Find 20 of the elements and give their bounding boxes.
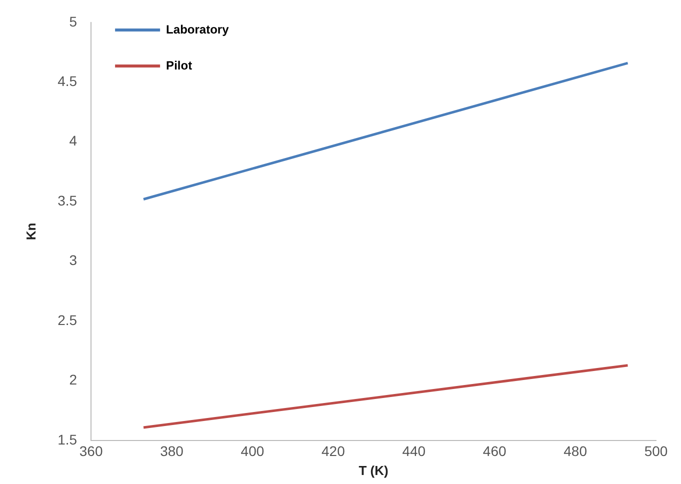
x-tick-label: 420	[322, 442, 346, 459]
y-tick-label: 4	[69, 132, 78, 149]
x-tick-label: 380	[160, 442, 184, 459]
x-tick-label: 360	[79, 442, 103, 459]
y-tick-label: 5	[69, 13, 78, 30]
x-axis-title: T (K)	[358, 462, 388, 478]
x-tick-label: 480	[564, 442, 588, 459]
y-tick-label: 1.5	[58, 431, 78, 448]
y-axis-title: Kn	[23, 222, 38, 240]
y-tick-label: 3	[69, 252, 78, 268]
y-tick-label: 4.5	[58, 73, 78, 89]
x-tick-label: 400	[240, 442, 264, 459]
legend-label: Laboratory	[166, 22, 230, 36]
legend-label: Pilot	[166, 58, 192, 72]
x-tick-label: 440	[402, 442, 426, 459]
x-tick-label: 460	[482, 442, 506, 459]
y-tick-label: 2	[69, 372, 78, 388]
y-tick-label: 2.5	[58, 312, 78, 328]
y-tick-label: 3.5	[58, 192, 78, 208]
x-tick-label: 500	[644, 442, 668, 459]
